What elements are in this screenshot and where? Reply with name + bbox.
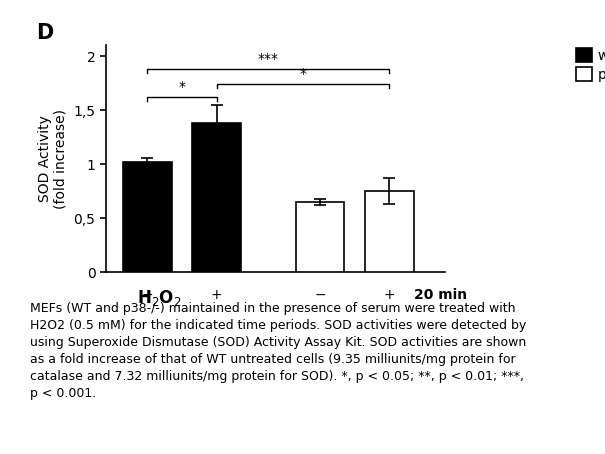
Text: −: − xyxy=(315,288,326,302)
Legend: wt, p38α-/-: wt, p38α-/- xyxy=(575,48,605,82)
Text: +: + xyxy=(384,288,395,302)
Y-axis label: SOD Activity
(fold increase): SOD Activity (fold increase) xyxy=(38,109,68,209)
Bar xyxy=(296,202,344,272)
Text: MEFs (WT and p38-/-) maintained in the presence of serum were treated with
H2O2 : MEFs (WT and p38-/-) maintained in the p… xyxy=(30,302,526,400)
Text: −: − xyxy=(142,288,153,302)
Bar xyxy=(365,191,414,272)
Text: +: + xyxy=(211,288,222,302)
Text: H$_2$O$_2$: H$_2$O$_2$ xyxy=(137,288,181,308)
Text: ***: *** xyxy=(258,52,279,66)
Text: *: * xyxy=(178,80,185,94)
Bar xyxy=(123,162,172,272)
Bar xyxy=(192,123,241,272)
Text: 20 min: 20 min xyxy=(414,288,466,302)
Text: *: * xyxy=(299,67,306,81)
Text: D: D xyxy=(36,23,54,43)
